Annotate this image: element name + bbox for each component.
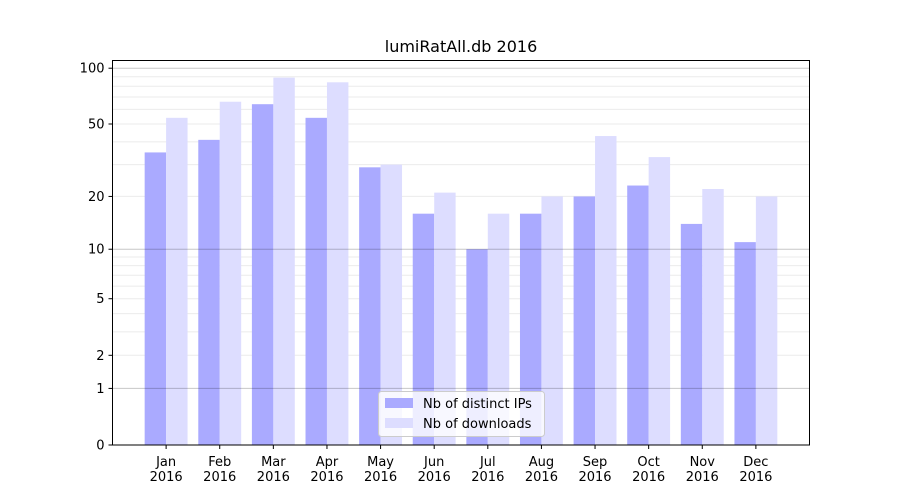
y-tick-label: 0 <box>96 439 104 454</box>
bar-distinct-ips <box>412 213 435 445</box>
y-tick-label: 10 <box>88 243 105 258</box>
x-tick-label: Mar 2016 <box>257 455 290 485</box>
y-tick-label: 100 <box>80 62 105 77</box>
bar-downloads <box>380 164 403 446</box>
x-tick-label: Jun 2016 <box>418 455 451 485</box>
bar-downloads <box>487 213 510 445</box>
x-tick-label: Nov 2016 <box>686 455 719 485</box>
major-gridlines <box>112 67 810 389</box>
chart-title: lumiRatAll.db 2016 <box>385 37 538 56</box>
bar-distinct-ips <box>573 196 596 445</box>
bar-distinct-ips <box>144 152 167 445</box>
bar-distinct-ips <box>519 213 542 445</box>
x-tick-label: Feb 2016 <box>203 455 236 485</box>
legend: Nb of distinct IPs Nb of downloads <box>378 391 545 437</box>
bar-distinct-ips <box>734 242 756 445</box>
x-tick-label: Apr 2016 <box>310 455 343 485</box>
bar-distinct-ips <box>251 104 274 446</box>
bar-downloads <box>595 136 617 445</box>
bar-downloads <box>702 189 724 445</box>
legend-swatch <box>385 398 413 408</box>
bar-distinct-ips <box>198 139 220 445</box>
bar-downloads <box>434 192 456 445</box>
y-tick-label: 20 <box>88 190 105 205</box>
bar-downloads <box>648 157 671 445</box>
x-tick-label: Dec 2016 <box>739 455 772 485</box>
legend-swatch <box>385 418 413 428</box>
x-axis: Jan 2016 Feb 2016 Mar 2016 Apr 2016 May 2016 Jun 20… <box>150 445 772 485</box>
bars <box>144 77 778 446</box>
bar-distinct-ips <box>359 167 381 445</box>
bar-downloads <box>273 77 295 446</box>
legend-label: Nb of distinct IPs <box>423 397 532 412</box>
y-tick-label: 50 <box>88 117 105 132</box>
bar-distinct-ips <box>305 117 327 446</box>
bar-downloads <box>541 196 563 445</box>
x-tick-label: Jul 2016 <box>471 455 504 485</box>
x-tick-label: May 2016 <box>364 455 397 485</box>
bar-downloads <box>755 196 778 445</box>
y-tick-label: 5 <box>96 292 104 307</box>
legend-label: Nb of downloads <box>423 417 532 432</box>
y-tick-label: 1 <box>96 382 104 397</box>
y-axis: 0 1 2 5 10 20 50 100 <box>80 62 113 454</box>
bar-downloads <box>326 82 349 445</box>
legend-box <box>378 391 545 437</box>
y-tick-label: 2 <box>96 349 104 364</box>
bar-distinct-ips <box>627 185 649 445</box>
bar-downloads <box>219 101 242 446</box>
x-tick-label: Sep 2016 <box>578 455 611 485</box>
plot-frame <box>112 60 810 446</box>
x-tick-label: Oct 2016 <box>632 455 665 485</box>
x-tick-label: Jan 2016 <box>150 455 183 485</box>
x-tick-label: Aug 2016 <box>525 455 558 485</box>
bar-downloads <box>166 117 188 446</box>
bar-distinct-ips <box>680 223 703 445</box>
